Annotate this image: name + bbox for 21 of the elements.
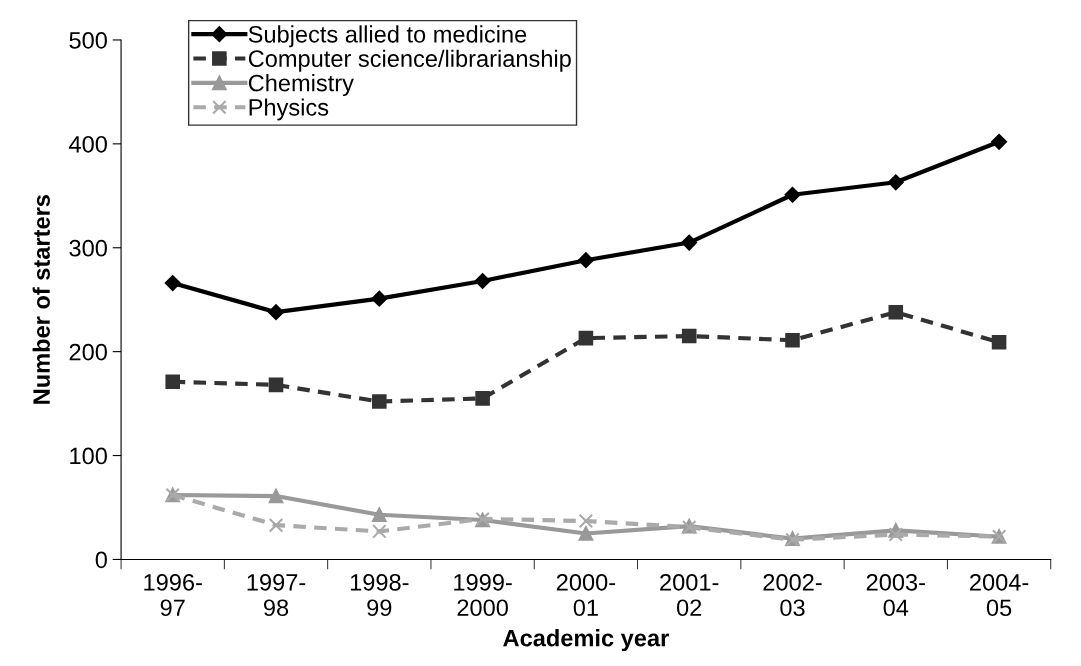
legend-label: Chemistry: [248, 74, 354, 97]
legend-label: Computer science/librarianship: [248, 49, 571, 72]
legend-label: Physics: [249, 98, 329, 121]
x-tick-label: 2000- 01: [556, 573, 616, 617]
y-tick-label: 100: [70, 447, 107, 465]
x-tick-label: 2002- 03: [763, 573, 822, 617]
x-tick-label: 2004- 05: [970, 573, 1029, 617]
y-tick-label: 400: [69, 135, 107, 153]
y-tick-label: 300: [69, 239, 107, 257]
y-axis-title: Number of starters: [32, 195, 50, 404]
x-tick-label: 2001- 02: [660, 573, 719, 617]
x-tick-label: 1996- 97: [144, 573, 202, 617]
x-tick-label: 2003- 04: [866, 573, 925, 617]
x-tick-label: 1997- 98: [247, 573, 306, 617]
x-axis-title: Academic year: [503, 629, 669, 652]
y-tick-label: 200: [69, 343, 107, 361]
y-tick-label: 0: [95, 551, 107, 569]
x-tick-label: 1998- 99: [350, 573, 409, 617]
y-tick-label: 500: [69, 32, 107, 49]
legend-label: Subjects allied to medicine: [248, 25, 527, 48]
x-tick-label: 1999- 2000: [454, 573, 512, 617]
